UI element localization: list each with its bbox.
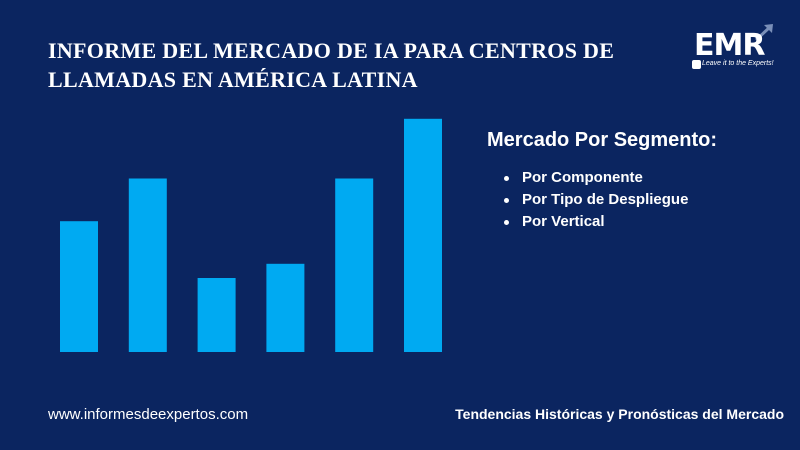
bar-1 xyxy=(60,221,98,352)
bar-5 xyxy=(335,178,374,352)
arrow-up-right-icon xyxy=(754,24,773,42)
segment-list: Por Componente Por Tipo de Despliegue Po… xyxy=(504,167,688,233)
logo-text: EMR xyxy=(694,28,765,63)
title-line-2: LLAMADAS EN AMÉRICA LATINA xyxy=(48,67,418,92)
bar-6 xyxy=(404,118,442,352)
logo-tagline: Leave it to the Experts! xyxy=(702,60,774,67)
footer-tagline: Tendencias Históricas y Pronósticas del … xyxy=(455,406,784,422)
title-line-1: INFORME DEL MERCADO DE IA PARA CENTROS D… xyxy=(48,38,615,63)
page-title: INFORME DEL MERCADO DE IA PARA CENTROS D… xyxy=(48,36,668,94)
segment-heading: Mercado Por Segmento: xyxy=(487,129,718,151)
bar-2 xyxy=(128,178,167,352)
bar-4 xyxy=(266,263,305,352)
segment-item-componente: Por Componente xyxy=(504,167,688,189)
cube-icon xyxy=(692,60,701,69)
website-link[interactable]: www.informesdeexpertos.com xyxy=(48,406,249,423)
bar-3 xyxy=(197,278,236,352)
emr-logo: EMR Leave it to the Experts! xyxy=(688,22,780,74)
segment-item-vertical: Por Vertical xyxy=(504,211,688,233)
segment-item-despliegue: Por Tipo de Despliegue xyxy=(504,189,688,211)
